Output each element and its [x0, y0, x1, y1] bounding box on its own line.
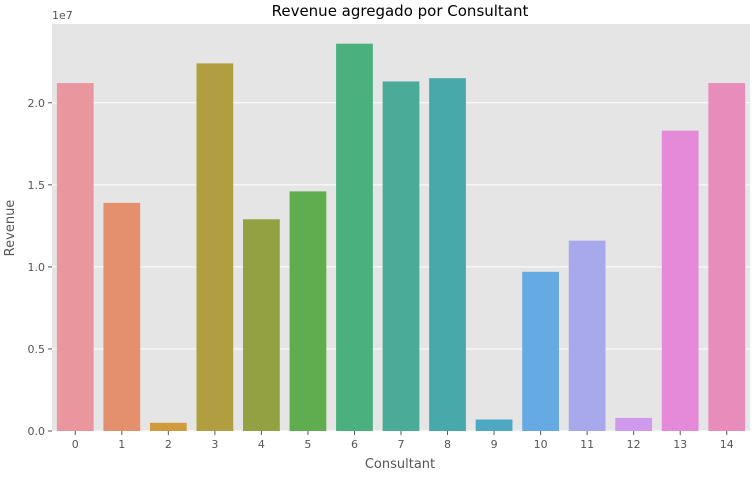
x-axis-label: Consultant	[365, 457, 435, 472]
y-tick-label: 1.0	[28, 261, 46, 274]
x-tick-label: 9	[491, 438, 498, 451]
bars	[56, 43, 746, 432]
bar-1	[103, 202, 141, 431]
bar-2	[149, 422, 187, 431]
bar-14	[708, 83, 746, 432]
x-tick-label: 14	[720, 438, 734, 451]
y-tick-label: 0.0	[28, 425, 46, 438]
x-tick-label: 10	[534, 438, 548, 451]
bar-8	[429, 78, 466, 431]
bar-5	[289, 191, 327, 431]
x-tick-label: 12	[627, 438, 641, 451]
x-tick-label: 8	[444, 438, 451, 451]
bar-0	[56, 83, 94, 432]
y-tick-label: 0.5	[28, 343, 46, 356]
x-tick-label: 7	[398, 438, 405, 451]
x-tick-label: 2	[165, 438, 172, 451]
bar-9	[475, 419, 513, 431]
x-tick-label: 11	[580, 438, 594, 451]
x-tick-label: 5	[304, 438, 311, 451]
x-tick-label: 6	[351, 438, 358, 451]
y-tick-label: 1.5	[28, 179, 46, 192]
x-tick-label: 13	[673, 438, 687, 451]
y-axis-ticks: 0.0 0.5 1.0 1.5 2.0	[28, 97, 52, 438]
bar-6	[336, 43, 373, 432]
bar-11	[568, 240, 606, 431]
bar-3	[196, 63, 234, 432]
y-scale-label: 1e7	[52, 9, 73, 22]
y-axis-label: Revenue	[3, 200, 18, 257]
x-tick-label: 0	[72, 438, 79, 451]
x-axis-ticks: 0 1 2 3 4 5 6 7 8 9 10 11 12 13 14	[72, 431, 734, 451]
x-tick-label: 1	[118, 438, 125, 451]
bar-13	[661, 130, 699, 431]
y-tick-label: 2.0	[28, 97, 46, 110]
bar-10	[522, 271, 559, 431]
x-tick-label: 3	[211, 438, 218, 451]
bar-4	[243, 219, 280, 431]
chart-title: Revenue agregado por Consultant	[272, 2, 529, 20]
bar-7	[382, 81, 420, 431]
x-tick-label: 4	[258, 438, 265, 451]
bar-12	[615, 417, 653, 431]
